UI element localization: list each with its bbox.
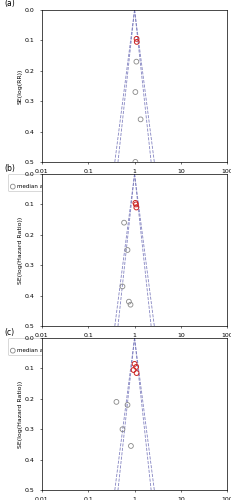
Point	[134, 369, 138, 377]
Point	[133, 199, 137, 207]
Point	[128, 442, 132, 450]
Legend: median age <60 years, median age ≥ 60 years: median age <60 years, median age ≥ 60 ye…	[8, 174, 157, 192]
Point	[134, 58, 138, 66]
Point	[128, 300, 132, 308]
Text: (c): (c)	[5, 328, 15, 336]
Point	[134, 204, 138, 212]
Point	[114, 398, 118, 406]
Legend: median age <60 years, median age ≥ 60 years: median age <60 years, median age ≥ 60 ye…	[8, 338, 157, 355]
Point	[134, 35, 138, 43]
Y-axis label: SE(log(RR)): SE(log(RR))	[18, 68, 23, 104]
Y-axis label: SE(log(Hazard Ratio)): SE(log(Hazard Ratio))	[18, 380, 23, 448]
Point	[134, 38, 138, 46]
Point	[125, 246, 129, 254]
Point	[131, 366, 135, 374]
Point	[127, 298, 130, 306]
Point	[133, 88, 137, 96]
Point	[134, 200, 137, 208]
Point	[132, 360, 136, 368]
Point	[122, 218, 125, 226]
Point	[138, 116, 142, 124]
Text: (b): (b)	[5, 164, 15, 172]
Point	[120, 425, 124, 433]
Text: (a): (a)	[5, 0, 15, 8]
X-axis label: Hazard Ratio: Hazard Ratio	[186, 340, 226, 345]
Point	[125, 401, 129, 409]
Y-axis label: SE(log(Hazard Ratio)): SE(log(Hazard Ratio))	[18, 216, 23, 284]
Point	[120, 282, 124, 290]
Point	[133, 158, 137, 166]
X-axis label: RR: RR	[218, 176, 226, 181]
Point	[134, 363, 137, 371]
